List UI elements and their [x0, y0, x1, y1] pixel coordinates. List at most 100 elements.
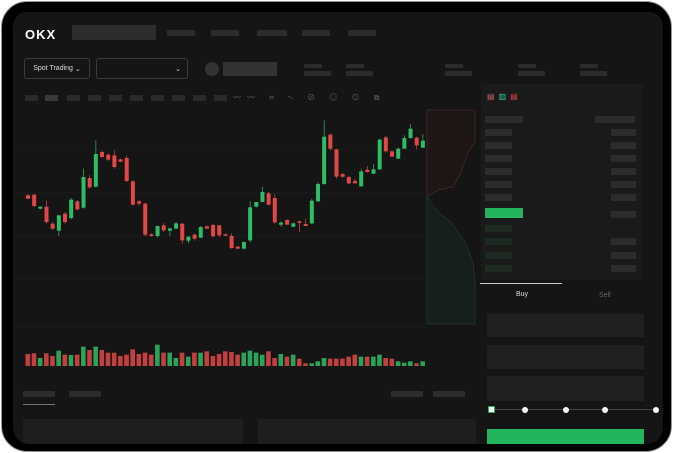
- volume-bar: [148, 354, 154, 366]
- candle: [137, 201, 142, 204]
- candle: [414, 137, 419, 146]
- volume-bar: [235, 354, 240, 366]
- order-book-size: [611, 155, 636, 162]
- nav-item[interactable]: [257, 30, 287, 36]
- volume-bar: [87, 350, 92, 366]
- candle: [285, 220, 290, 225]
- candle: [278, 222, 283, 225]
- candle: [112, 155, 117, 168]
- volume-bar: [25, 354, 31, 366]
- timeframe-button[interactable]: [151, 95, 164, 101]
- chevron-down-icon: ⌄: [74, 65, 81, 73]
- candle: [180, 223, 185, 241]
- tab-buy[interactable]: Buy: [516, 291, 529, 298]
- candle: [334, 149, 339, 177]
- candle: [315, 184, 320, 202]
- volume-bar: [210, 356, 216, 366]
- candle: [371, 169, 376, 174]
- timeframe-button[interactable]: [25, 95, 38, 101]
- timeframe-button[interactable]: [214, 95, 227, 101]
- volume-bar: [253, 352, 259, 366]
- volume-bar: [68, 355, 74, 366]
- candle: [297, 221, 302, 223]
- total-input[interactable]: [487, 376, 644, 401]
- chevron-down-icon: ⌄: [175, 65, 181, 73]
- timeframe-button[interactable]: [45, 95, 58, 101]
- candle: [309, 200, 314, 224]
- volume-bar: [74, 354, 80, 366]
- nav-item[interactable]: [348, 30, 376, 36]
- candle: [50, 223, 55, 229]
- drawing-tools-icons[interactable]: 〰〰 ⌗ ∿ ⊘ ◎ ⊙ ⧉: [233, 93, 386, 102]
- buy-button[interactable]: [487, 429, 644, 444]
- depth-asks: [426, 109, 476, 198]
- volume-bar: [414, 363, 419, 366]
- timeframe-button[interactable]: [172, 95, 185, 101]
- okx-logo: OKX: [25, 27, 57, 42]
- candle: [390, 151, 395, 157]
- candle: [248, 207, 253, 241]
- market-type-select[interactable]: Spot Trading ⌄: [24, 58, 90, 79]
- slider-step[interactable]: [653, 407, 659, 413]
- order-book-price: [485, 265, 512, 272]
- volume-bar: [358, 356, 364, 366]
- candle: [32, 194, 37, 207]
- slider-step[interactable]: [522, 407, 528, 413]
- candlestick-chart: [13, 109, 476, 366]
- tab-orders[interactable]: [23, 391, 55, 397]
- volume-bar: [62, 354, 68, 366]
- nav-item[interactable]: [211, 30, 239, 36]
- price-input[interactable]: [487, 314, 644, 337]
- volume-bar: [346, 356, 351, 366]
- nav-item[interactable]: [167, 30, 195, 36]
- volume-bar: [321, 358, 327, 366]
- search-bar[interactable]: [72, 25, 156, 40]
- volume-bar: [383, 358, 388, 366]
- candle: [408, 128, 413, 139]
- volume-bar: [105, 352, 111, 366]
- volume-bar: [142, 352, 148, 366]
- tab-history[interactable]: [69, 391, 101, 397]
- volume-bar: [401, 362, 407, 366]
- slider-step[interactable]: [602, 407, 608, 413]
- candle: [75, 201, 80, 210]
- volume-bar: [395, 361, 401, 366]
- timeframe-button[interactable]: [67, 95, 80, 101]
- volume-bar: [192, 352, 197, 366]
- candle: [223, 234, 228, 236]
- candle: [272, 198, 277, 223]
- pair-select[interactable]: ⌄: [96, 58, 188, 79]
- order-book-size: [611, 265, 636, 272]
- volume-bar: [241, 352, 247, 366]
- volume-bar: [327, 358, 333, 366]
- tab-sell[interactable]: Sell: [599, 292, 611, 299]
- timeframe-button[interactable]: [88, 95, 101, 101]
- order-book-view-icons[interactable]: ▤▥▤: [487, 92, 522, 101]
- candle: [167, 228, 172, 231]
- timeframe-button[interactable]: [193, 95, 206, 101]
- nav-item[interactable]: [302, 30, 330, 36]
- order-book-price: [485, 252, 512, 259]
- candle: [291, 223, 296, 227]
- candle: [106, 154, 111, 160]
- volume-bar: [389, 358, 395, 366]
- order-book-price: [485, 225, 512, 232]
- volume-bar: [296, 358, 302, 366]
- order-book-size: [611, 211, 636, 218]
- candle: [328, 134, 333, 149]
- volume-bar: [173, 358, 179, 366]
- candle: [217, 225, 222, 236]
- amount-input[interactable]: [487, 345, 644, 369]
- candle: [198, 227, 203, 238]
- volume-bar: [340, 358, 345, 366]
- candle: [229, 236, 234, 249]
- candle: [81, 177, 86, 208]
- candle: [402, 138, 407, 149]
- timeframe-button[interactable]: [130, 95, 143, 101]
- slider-handle[interactable]: [488, 406, 495, 413]
- order-book-price: [485, 155, 512, 162]
- slider-step[interactable]: [563, 407, 569, 413]
- timeframe-button[interactable]: [109, 95, 122, 101]
- leverage-slider[interactable]: [491, 409, 658, 410]
- order-book-size: [611, 194, 636, 201]
